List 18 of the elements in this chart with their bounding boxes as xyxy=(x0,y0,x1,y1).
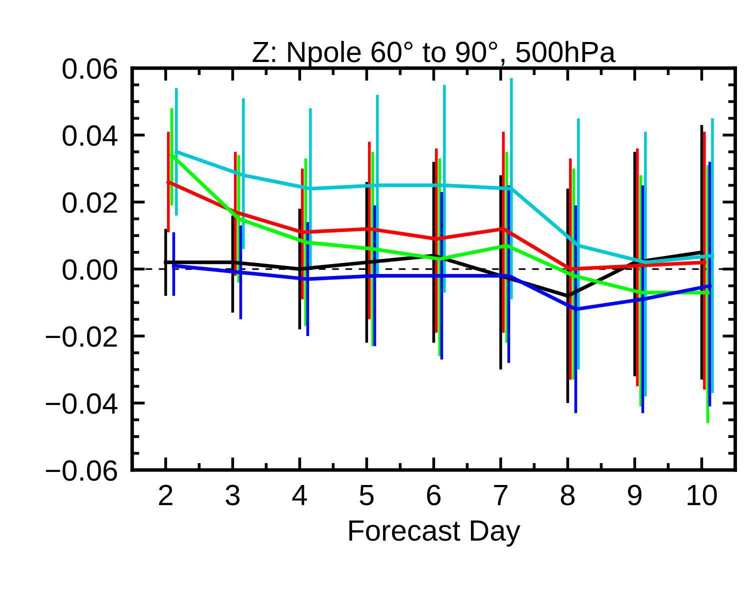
x-tick-label: 3 xyxy=(226,484,240,506)
y-tick-label: −0.06 xyxy=(46,460,118,481)
y-tick-label: 0.04 xyxy=(62,125,118,146)
y-tick-label: 0.06 xyxy=(62,58,118,79)
x-tick-label: 9 xyxy=(628,484,642,506)
x-tick-label: 8 xyxy=(560,484,575,506)
x-tick-label: 6 xyxy=(427,484,441,506)
x-tick-label: 7 xyxy=(494,485,508,506)
y-tick-label: −0.02 xyxy=(46,326,117,347)
chart-title: Z: Npole 60° to 90°, 500hPa xyxy=(252,40,616,68)
x-tick-label: 4 xyxy=(292,485,307,506)
x-axis-title: Forecast Day xyxy=(349,520,520,547)
y-tick-label: 0.02 xyxy=(62,192,117,213)
y-tick-label: −0.04 xyxy=(46,393,118,414)
x-tick-label: 5 xyxy=(360,485,374,506)
x-tick-label: 2 xyxy=(159,484,172,506)
y-tick-label: 0.00 xyxy=(62,259,118,280)
x-tick-label: 10 xyxy=(688,484,717,506)
